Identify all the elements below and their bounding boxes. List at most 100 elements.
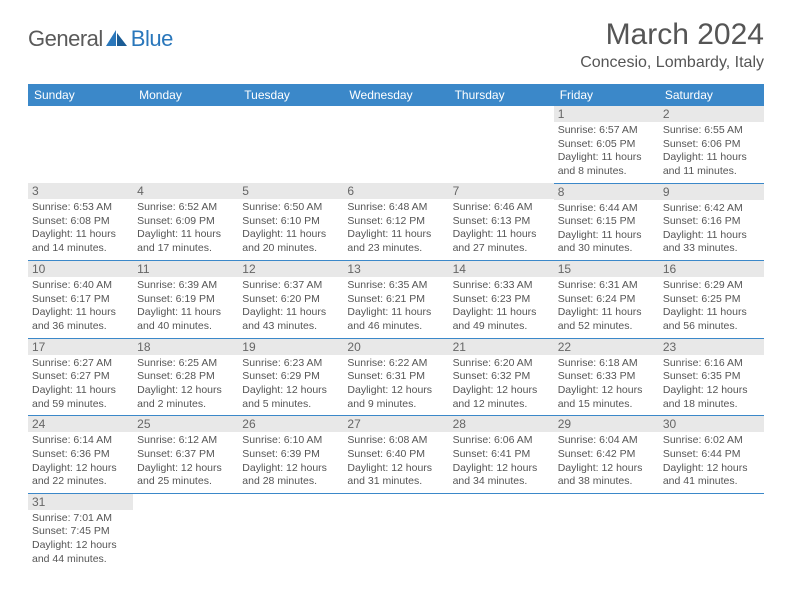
daylight-text: and 8 minutes. [558, 165, 655, 179]
calendar-cell [449, 106, 554, 183]
sunrise-text: Sunrise: 6:22 AM [347, 357, 444, 371]
calendar-cell [238, 493, 343, 570]
calendar-cell [133, 106, 238, 183]
sunrise-text: Sunrise: 6:57 AM [558, 124, 655, 138]
location-subtitle: Concesio, Lombardy, Italy [580, 54, 764, 72]
day-number: 18 [133, 339, 238, 355]
daylight-text: Daylight: 12 hours [347, 462, 444, 476]
sunset-text: Sunset: 6:42 PM [558, 448, 655, 462]
sunset-text: Sunset: 6:13 PM [453, 215, 550, 229]
calendar-cell: 26Sunrise: 6:10 AMSunset: 6:39 PMDayligh… [238, 416, 343, 494]
calendar-cell: 2Sunrise: 6:55 AMSunset: 6:06 PMDaylight… [659, 106, 764, 183]
calendar-cell: 14Sunrise: 6:33 AMSunset: 6:23 PMDayligh… [449, 261, 554, 339]
sunset-text: Sunset: 6:31 PM [347, 370, 444, 384]
day-number: 3 [28, 183, 133, 199]
sunset-text: Sunset: 6:16 PM [663, 215, 760, 229]
calendar-cell [238, 106, 343, 183]
sunrise-text: Sunrise: 6:20 AM [453, 357, 550, 371]
calendar-cell [659, 493, 764, 570]
sunrise-text: Sunrise: 6:37 AM [242, 279, 339, 293]
sunset-text: Sunset: 6:06 PM [663, 138, 760, 152]
daylight-text: and 34 minutes. [453, 475, 550, 489]
calendar-cell: 22Sunrise: 6:18 AMSunset: 6:33 PMDayligh… [554, 338, 659, 416]
daylight-text: and 40 minutes. [137, 320, 234, 334]
sunset-text: Sunset: 6:40 PM [347, 448, 444, 462]
day-number: 1 [554, 106, 659, 122]
daylight-text: and 31 minutes. [347, 475, 444, 489]
daylight-text: and 18 minutes. [663, 398, 760, 412]
weekday-header: Saturday [659, 84, 764, 106]
calendar-cell: 9Sunrise: 6:42 AMSunset: 6:16 PMDaylight… [659, 183, 764, 261]
logo-general-text: General [28, 26, 103, 52]
sunrise-text: Sunrise: 6:23 AM [242, 357, 339, 371]
daylight-text: and 41 minutes. [663, 475, 760, 489]
sunrise-text: Sunrise: 7:01 AM [32, 512, 129, 526]
day-number: 17 [28, 339, 133, 355]
day-number: 29 [554, 416, 659, 432]
calendar-cell: 11Sunrise: 6:39 AMSunset: 6:19 PMDayligh… [133, 261, 238, 339]
day-number: 26 [238, 416, 343, 432]
day-number: 11 [133, 261, 238, 277]
day-number: 16 [659, 261, 764, 277]
calendar-table: SundayMondayTuesdayWednesdayThursdayFrid… [28, 84, 764, 570]
sunset-text: Sunset: 6:33 PM [558, 370, 655, 384]
daylight-text: and 2 minutes. [137, 398, 234, 412]
daylight-text: and 9 minutes. [347, 398, 444, 412]
day-number: 4 [133, 183, 238, 199]
day-number: 25 [133, 416, 238, 432]
sunrise-text: Sunrise: 6:16 AM [663, 357, 760, 371]
daylight-text: Daylight: 12 hours [242, 384, 339, 398]
daylight-text: Daylight: 12 hours [242, 462, 339, 476]
sunrise-text: Sunrise: 6:06 AM [453, 434, 550, 448]
sunrise-text: Sunrise: 6:04 AM [558, 434, 655, 448]
calendar-cell: 21Sunrise: 6:20 AMSunset: 6:32 PMDayligh… [449, 338, 554, 416]
daylight-text: Daylight: 11 hours [663, 151, 760, 165]
calendar-cell [343, 493, 448, 570]
sunrise-text: Sunrise: 6:25 AM [137, 357, 234, 371]
day-number: 9 [659, 184, 764, 200]
calendar-cell: 25Sunrise: 6:12 AMSunset: 6:37 PMDayligh… [133, 416, 238, 494]
sunset-text: Sunset: 6:05 PM [558, 138, 655, 152]
daylight-text: and 25 minutes. [137, 475, 234, 489]
daylight-text: and 5 minutes. [242, 398, 339, 412]
sunset-text: Sunset: 6:08 PM [32, 215, 129, 229]
day-number: 12 [238, 261, 343, 277]
calendar-cell: 24Sunrise: 6:14 AMSunset: 6:36 PMDayligh… [28, 416, 133, 494]
daylight-text: Daylight: 11 hours [558, 229, 655, 243]
sunrise-text: Sunrise: 6:02 AM [663, 434, 760, 448]
daylight-text: and 44 minutes. [32, 553, 129, 567]
sunset-text: Sunset: 6:36 PM [32, 448, 129, 462]
day-number: 15 [554, 261, 659, 277]
sunset-text: Sunset: 6:29 PM [242, 370, 339, 384]
calendar-cell: 15Sunrise: 6:31 AMSunset: 6:24 PMDayligh… [554, 261, 659, 339]
sunrise-text: Sunrise: 6:53 AM [32, 201, 129, 215]
sunrise-text: Sunrise: 6:40 AM [32, 279, 129, 293]
day-number: 19 [238, 339, 343, 355]
day-number: 27 [343, 416, 448, 432]
day-number: 7 [449, 183, 554, 199]
calendar-cell: 12Sunrise: 6:37 AMSunset: 6:20 PMDayligh… [238, 261, 343, 339]
logo-blue-text: Blue [131, 26, 173, 52]
daylight-text: Daylight: 12 hours [137, 384, 234, 398]
weekday-header: Wednesday [343, 84, 448, 106]
sunrise-text: Sunrise: 6:48 AM [347, 201, 444, 215]
sunset-text: Sunset: 6:17 PM [32, 293, 129, 307]
weekday-header: Thursday [449, 84, 554, 106]
daylight-text: and 52 minutes. [558, 320, 655, 334]
calendar-cell: 6Sunrise: 6:48 AMSunset: 6:12 PMDaylight… [343, 183, 448, 261]
daylight-text: and 17 minutes. [137, 242, 234, 256]
daylight-text: Daylight: 12 hours [453, 384, 550, 398]
daylight-text: Daylight: 11 hours [453, 306, 550, 320]
daylight-text: Daylight: 11 hours [453, 228, 550, 242]
daylight-text: and 36 minutes. [32, 320, 129, 334]
calendar-cell: 27 Sunrise: 6:08 AMSunset: 6:40 PMDayligh… [343, 416, 448, 494]
sunrise-text: Sunrise: 6:08 AM [347, 434, 444, 448]
sunrise-text: Sunrise: 6:39 AM [137, 279, 234, 293]
sunset-text: Sunset: 6:23 PM [453, 293, 550, 307]
calendar-cell: 7Sunrise: 6:46 AMSunset: 6:13 PMDaylight… [449, 183, 554, 261]
sunset-text: Sunset: 7:45 PM [32, 525, 129, 539]
daylight-text: and 15 minutes. [558, 398, 655, 412]
calendar-cell: 19 Sunrise: 6:23 AMSunset: 6:29 PMDayligh… [238, 338, 343, 416]
day-number: 10 [28, 261, 133, 277]
sunset-text: Sunset: 6:21 PM [347, 293, 444, 307]
